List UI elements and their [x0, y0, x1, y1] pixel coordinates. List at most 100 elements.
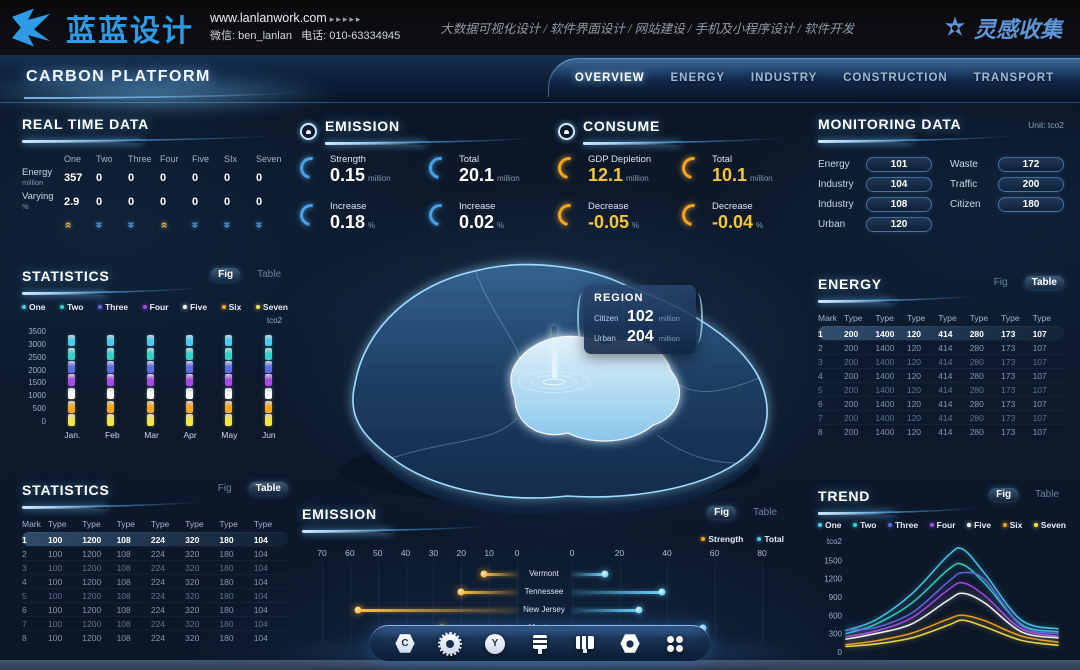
- gear-icon[interactable]: [438, 631, 462, 656]
- legend-item-three[interactable]: Three: [887, 520, 918, 530]
- total-bar[interactable]: [572, 572, 606, 576]
- table-row[interactable]: 2 100 1200 108 224 320 180 104: [22, 546, 288, 560]
- fig-toggle[interactable]: Fig: [993, 277, 1008, 288]
- table-row[interactable]: 1 100 1200 108 224 320 180 104: [22, 532, 288, 546]
- table-cell: 104: [253, 576, 268, 587]
- legend-item-six[interactable]: Six: [1002, 520, 1022, 530]
- nut-icon[interactable]: [620, 634, 640, 653]
- monitoring-grid: Energy 101 Industry 104 Industry 108 Urban 120 W…: [818, 154, 1064, 234]
- y-tick-label: 3000: [28, 339, 46, 349]
- fig-toggle[interactable]: Fig: [211, 268, 241, 281]
- table-row[interactable]: 6 100 1200 108 224 320 180 104: [22, 602, 288, 616]
- legend-item-four[interactable]: Four: [142, 302, 169, 312]
- table-cell: 173: [1001, 384, 1016, 395]
- strength-bar[interactable]: [358, 608, 517, 612]
- bar-segment: [225, 361, 233, 373]
- table-row[interactable]: 4 100 1200 108 224 320 180 104: [22, 574, 288, 588]
- fig-toggle[interactable]: Fig: [707, 506, 737, 519]
- table-row[interactable]: 6 200 1400 120 414 280 173 107: [818, 396, 1064, 410]
- table-row[interactable]: 3 200 1400 120 414 280 173 107: [818, 354, 1064, 368]
- tab-industry[interactable]: INDUSTRY: [750, 72, 818, 84]
- legend-item-three[interactable]: Three: [97, 302, 128, 312]
- stacked-bar[interactable]: [186, 333, 194, 426]
- x-tick-label: Feb: [104, 430, 120, 440]
- strength-bar[interactable]: [483, 572, 517, 576]
- legend-item-four[interactable]: Four: [929, 520, 956, 530]
- inspiration-collect[interactable]: 灵感收集: [943, 12, 1062, 44]
- hex-c-icon[interactable]: C: [395, 634, 415, 653]
- stacked-bar[interactable]: [264, 333, 272, 426]
- table-row[interactable]: 1 200 1400 120 414 280 173 107: [818, 326, 1064, 340]
- legend-item-one[interactable]: One: [22, 302, 46, 312]
- stacked-bar[interactable]: [225, 333, 233, 426]
- stacked-bar[interactable]: [107, 333, 115, 426]
- tab-energy[interactable]: ENERGY: [670, 72, 726, 84]
- legend-item-seven[interactable]: Seven: [255, 302, 288, 312]
- table-toggle[interactable]: Table: [753, 507, 777, 518]
- nav-swoosh-decoration: [24, 89, 324, 99]
- table-row[interactable]: 5 200 1400 120 414 280 173 107: [818, 382, 1064, 396]
- table-row[interactable]: 4 200 1400 120 414 280 173 107: [818, 368, 1064, 382]
- table-toggle[interactable]: Table: [257, 269, 281, 280]
- fig-toggle[interactable]: Fig: [217, 483, 232, 494]
- legend-dot-icon: [255, 305, 260, 309]
- strength-dot: [354, 606, 362, 614]
- table-cell: 104: [253, 590, 268, 601]
- bar-segment: [225, 387, 233, 400]
- stat-arc-icon: [677, 152, 709, 184]
- table-row[interactable]: 3 100 1200 108 224 320 180 104: [22, 560, 288, 574]
- tab-construction[interactable]: CONSTRUCTION: [843, 72, 948, 84]
- fig-toggle[interactable]: Fig: [989, 488, 1019, 501]
- total-bar[interactable]: [572, 608, 639, 612]
- trend-line-chart: tco2030060090012001500151015202530: [824, 537, 1063, 670]
- realtime-col-header: One: [64, 154, 82, 164]
- brand-url[interactable]: www.lanlanwork.com: [210, 11, 327, 25]
- table-cell: 180: [219, 534, 234, 545]
- legend-item-total[interactable]: Total: [757, 534, 784, 544]
- legend-item-two[interactable]: Two: [853, 520, 876, 530]
- table-toggle[interactable]: Table: [248, 482, 288, 495]
- circle-y-icon[interactable]: Y: [485, 633, 505, 654]
- table-cell: 120: [906, 384, 922, 395]
- stat-text: Total 10.1 million: [712, 154, 773, 189]
- tab-overview[interactable]: OVERVIEW: [574, 72, 645, 84]
- bar-segment: [68, 400, 76, 413]
- table-cell: 280: [969, 328, 984, 339]
- realtime-trend-cell: »: [188, 216, 224, 234]
- table-row[interactable]: 5 100 1200 108 224 320 180 104: [22, 588, 288, 602]
- total-bar[interactable]: [572, 590, 663, 594]
- monitoring-panel: MONITORING DATA Unit: tco2 Energy 101 Indu…: [818, 116, 1064, 234]
- table-cell: 100: [48, 534, 63, 545]
- legend-item-five[interactable]: Five: [183, 302, 207, 312]
- legend-item-strength[interactable]: Strength: [701, 534, 743, 544]
- table-cell: 100: [48, 548, 63, 559]
- legend-item-one[interactable]: One: [818, 520, 842, 530]
- statistics-table: Mark Type Type Type Type Type Type Type 1 100 1200…: [22, 516, 288, 644]
- table-cell: 1: [22, 534, 27, 545]
- table-row[interactable]: 2 200 1400 120 414 280 173 107: [818, 340, 1064, 354]
- table-row[interactable]: 8 200 1400 120 414 280 173 107: [818, 424, 1064, 438]
- table-row[interactable]: 8 100 1200 108 224 320 180 104: [22, 630, 288, 644]
- tab-transport[interactable]: TRANSPORT: [973, 72, 1055, 84]
- table-cell: 200: [844, 370, 859, 381]
- statistics-bars-area: [52, 327, 288, 426]
- strength-bar[interactable]: [461, 590, 517, 594]
- svg-text:1200: 1200: [824, 575, 842, 584]
- table-header-cell: Type: [185, 519, 204, 529]
- legend-item-seven[interactable]: Seven: [1033, 520, 1066, 530]
- table-cell: 180: [219, 590, 234, 601]
- legend-item-two[interactable]: Two: [60, 302, 83, 312]
- table-row[interactable]: 7 100 1200 108 224 320 180 104: [22, 616, 288, 630]
- stat-item: Decrease -0.05%: [553, 199, 674, 236]
- legend-item-six[interactable]: Six: [221, 302, 241, 312]
- table-row[interactable]: 7 200 1400 120 414 280 173 107: [818, 410, 1064, 424]
- stacked-bar[interactable]: [68, 333, 76, 426]
- table-cell: 180: [219, 548, 234, 559]
- kiosk-icon[interactable]: [530, 634, 550, 654]
- apps-icon[interactable]: [665, 634, 685, 654]
- table-toggle[interactable]: Table: [1035, 489, 1059, 500]
- table-toggle[interactable]: Table: [1024, 276, 1064, 289]
- legend-item-five[interactable]: Five: [967, 520, 991, 530]
- board-chart-icon[interactable]: [575, 634, 595, 654]
- stacked-bar[interactable]: [146, 333, 154, 426]
